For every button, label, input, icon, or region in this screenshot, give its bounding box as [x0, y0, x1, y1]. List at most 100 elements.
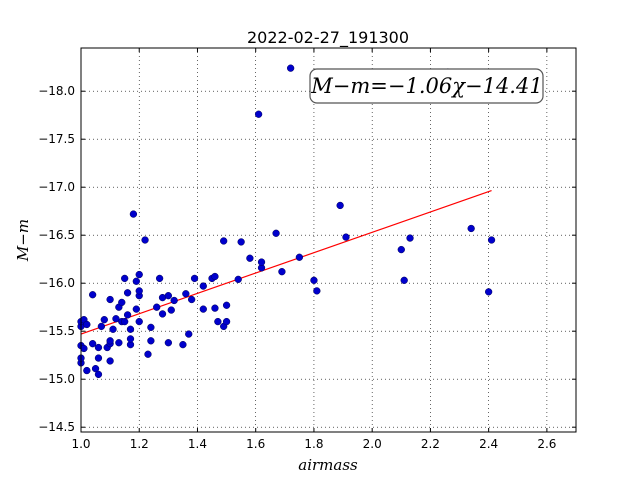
x-tick-label: 2.2 [421, 437, 440, 451]
y-tick-label: −16.5 [38, 228, 75, 242]
data-point [214, 317, 222, 326]
data-point [222, 317, 231, 326]
y-tick-label: −18.0 [38, 84, 75, 98]
data-point [406, 234, 414, 242]
data-point [336, 201, 344, 210]
data-point [222, 301, 231, 309]
data-point [88, 291, 97, 299]
data-point [272, 229, 280, 237]
y-tick-label: −16.0 [38, 276, 75, 290]
data-point [237, 238, 245, 246]
fit-annotation: M−m=−1.06χ−14.41 [309, 68, 544, 104]
data-point [254, 110, 263, 118]
data-point [211, 304, 219, 312]
data-point [211, 272, 219, 281]
data-point [278, 268, 286, 276]
data-point [135, 287, 143, 295]
annotation-box [309, 68, 544, 104]
data-point [123, 311, 132, 319]
data-point [199, 282, 207, 290]
data-point [185, 330, 193, 338]
x-tick-label: 2.4 [479, 437, 498, 451]
data-point [170, 296, 178, 305]
data-point [123, 289, 132, 297]
y-tick-label: −14.5 [38, 420, 75, 434]
data-point [91, 364, 100, 373]
data-point [94, 354, 103, 362]
data-point [83, 320, 91, 329]
fit-line [80, 190, 492, 335]
x-tick-label: 1.6 [246, 437, 265, 451]
y-tick-label: −17.5 [38, 132, 75, 146]
fit-line-group [80, 190, 492, 335]
data-point [179, 340, 187, 349]
y-tick-label: −15.0 [38, 372, 75, 386]
y-tick-label: −15.5 [38, 324, 75, 338]
data-point [190, 274, 199, 283]
data-point [94, 343, 103, 352]
data-point [153, 303, 161, 311]
data-point [118, 298, 126, 307]
data-point [94, 370, 103, 379]
y-tick-labels: −14.5 −15.0 −15.5 −16.0 −16.5 −17.0 −17.5 −18.0 [38, 84, 75, 434]
data-point [397, 245, 405, 254]
data-point [484, 288, 493, 296]
data-point [141, 236, 149, 244]
data-point [164, 292, 173, 300]
data-point [310, 276, 318, 284]
chart-title: 2022-02-27_191300 [247, 28, 409, 48]
grid-lines [80, 48, 576, 432]
x-tick-label: 2.0 [363, 437, 382, 451]
plot-frame [80, 47, 577, 433]
data-point [135, 317, 143, 326]
data-point [121, 274, 129, 283]
data-point [126, 325, 135, 333]
data-point [467, 224, 475, 233]
x-tick-label: 1.2 [130, 437, 149, 451]
data-point [144, 350, 152, 358]
data-point [295, 253, 304, 261]
data-point [132, 305, 140, 313]
data-point [106, 357, 114, 365]
data-point [400, 276, 408, 284]
x-tick-label: 2.6 [537, 437, 556, 451]
data-point [199, 305, 207, 313]
data-point [147, 337, 155, 345]
data-point [246, 254, 254, 262]
data-point [112, 315, 120, 323]
data-point [155, 274, 164, 283]
x-tick-label: 1.4 [188, 437, 207, 451]
data-point [147, 323, 155, 332]
y-tick-label: −17.0 [38, 180, 75, 194]
data-point [487, 236, 496, 244]
data-point [220, 237, 228, 245]
axis-ticks [80, 48, 576, 432]
data-point [158, 310, 167, 318]
data-point [115, 339, 123, 347]
data-point [182, 290, 190, 298]
data-point [100, 316, 108, 324]
x-axis-label: airmass [298, 456, 358, 474]
data-point [126, 335, 135, 343]
data-point [132, 277, 140, 285]
data-point [286, 64, 295, 72]
data-point [164, 339, 173, 347]
data-point [109, 325, 117, 333]
x-tick-labels: 1.0 1.2 1.4 1.6 1.8 2.0 2.2 2.4 2.6 [71, 437, 556, 451]
data-point [342, 233, 350, 241]
data-point [129, 210, 138, 218]
data-point [121, 317, 129, 326]
x-tick-label: 1.8 [304, 437, 323, 451]
data-point [257, 258, 266, 266]
data-point [97, 322, 106, 331]
y-axis-label: M−m [14, 219, 32, 262]
data-point [187, 295, 196, 304]
data-point [83, 366, 91, 375]
data-point [313, 287, 321, 295]
data-point [135, 270, 143, 279]
data-point [106, 337, 114, 345]
data-point [106, 295, 114, 304]
data-point [88, 340, 97, 348]
data-point [80, 344, 88, 353]
